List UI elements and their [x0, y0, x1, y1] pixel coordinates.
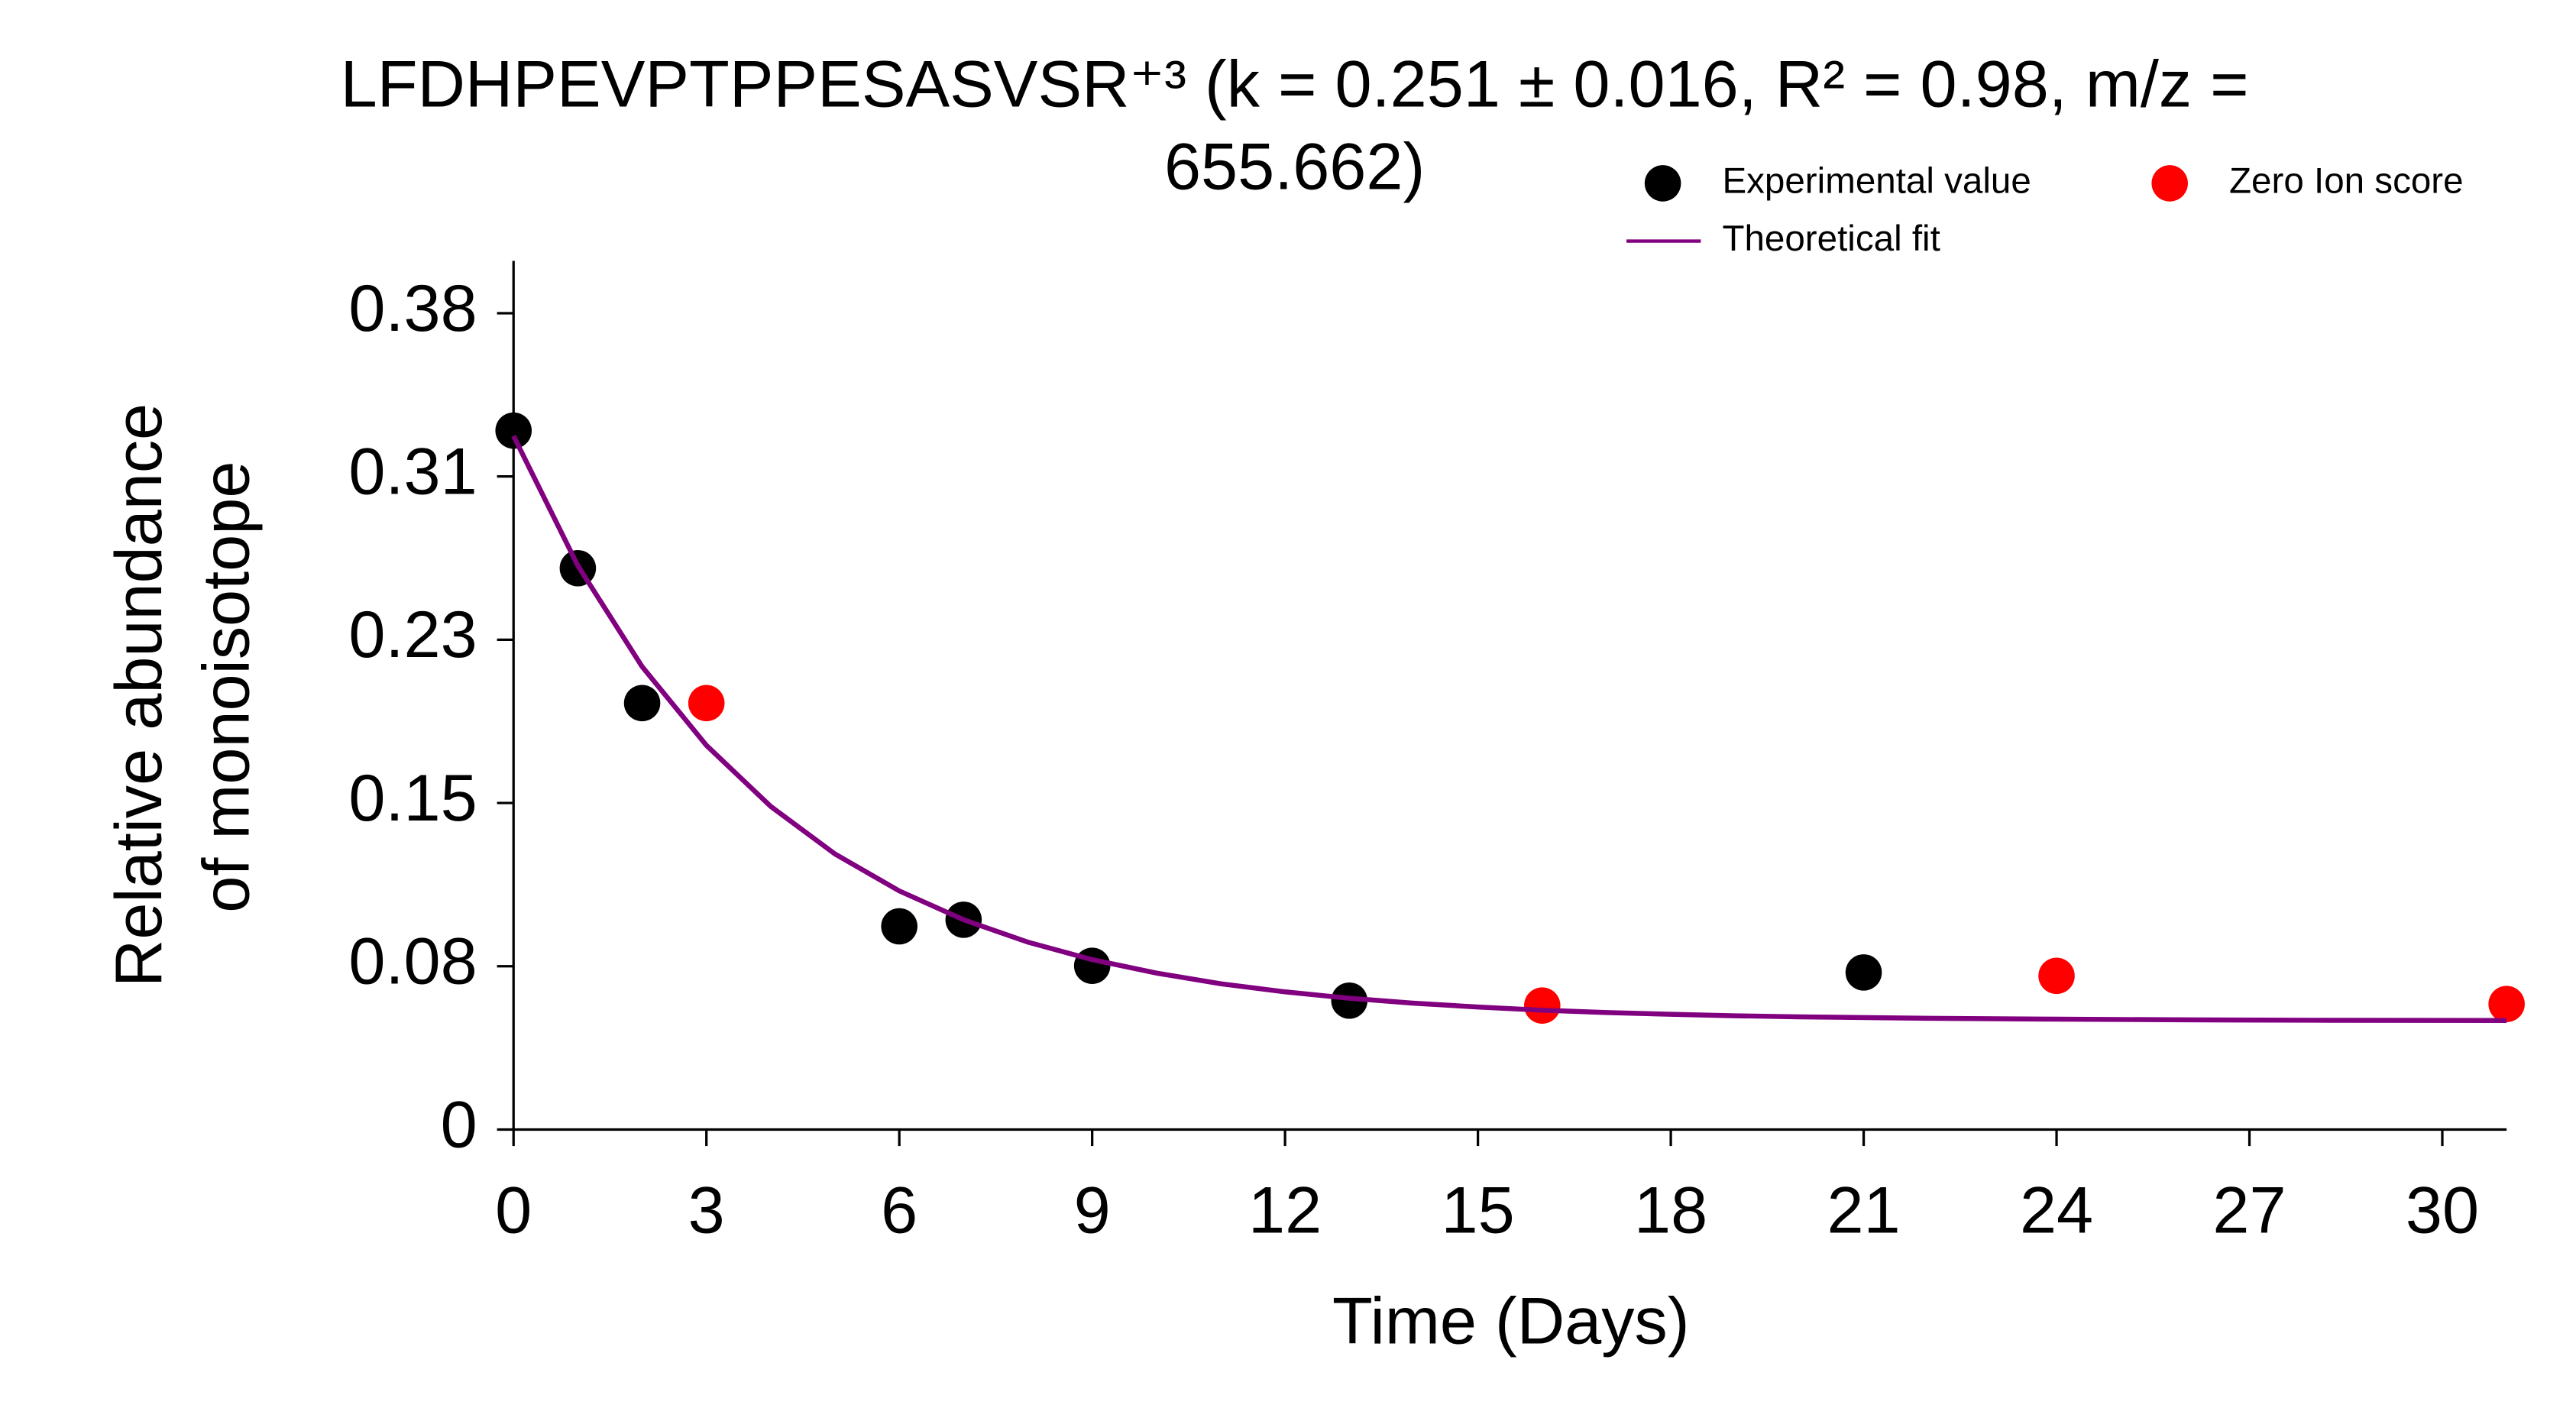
- data-point: [1523, 987, 1561, 1024]
- x-tick-label: 24: [2020, 1174, 2093, 1248]
- data-point: [1073, 947, 1111, 984]
- x-tick-label: 30: [2406, 1174, 2479, 1248]
- data-point: [2038, 957, 2075, 995]
- x-tick-label: 12: [1248, 1174, 1322, 1248]
- legend-swatch: [1644, 165, 1681, 202]
- x-tick-label: 6: [881, 1174, 917, 1248]
- data-point: [688, 685, 725, 722]
- x-tick-label: 0: [495, 1174, 532, 1248]
- legend-label: Theoretical fit: [1722, 218, 1940, 259]
- x-tick-label: 21: [1827, 1174, 1900, 1248]
- y-tick-label: 0.38: [348, 272, 477, 345]
- x-tick-label: 27: [2212, 1174, 2286, 1248]
- y-axis-label: Relative abundance: [102, 403, 176, 987]
- legend-label: Experimental value: [1722, 160, 2031, 201]
- y-tick-label: 0.31: [348, 435, 477, 509]
- data-point: [495, 412, 532, 449]
- x-tick-label: 15: [1442, 1174, 1515, 1248]
- y-tick-label: 0.08: [348, 925, 477, 999]
- chart-title: LFDHPEVPTPPESASVSR⁺³ (k = 0.251 ± 0.016,…: [341, 48, 2249, 121]
- chart-title: 655.662): [1164, 131, 1425, 204]
- fit-line: [511, 435, 2507, 1023]
- legend-swatch: [2151, 165, 2188, 202]
- x-tick-label: 9: [1074, 1174, 1111, 1248]
- y-tick-label: 0: [441, 1088, 477, 1161]
- y-tick-label: 0.15: [348, 762, 477, 835]
- data-point: [1845, 954, 1882, 991]
- plot-root: LFDHPEVPTPPESASVSR⁺³ (k = 0.251 ± 0.016,…: [102, 48, 2525, 1358]
- data-point: [881, 908, 917, 945]
- y-tick-label: 0.23: [348, 598, 477, 672]
- data-point: [623, 685, 661, 722]
- data-point: [2488, 986, 2525, 1022]
- x-tick-label: 3: [688, 1174, 725, 1248]
- legend-label: Zero Ion score: [2229, 160, 2464, 201]
- x-axis-label: Time (Days): [1332, 1285, 1689, 1358]
- x-tick-label: 18: [1634, 1174, 1707, 1248]
- y-axis-label: of monoisotope: [189, 461, 263, 913]
